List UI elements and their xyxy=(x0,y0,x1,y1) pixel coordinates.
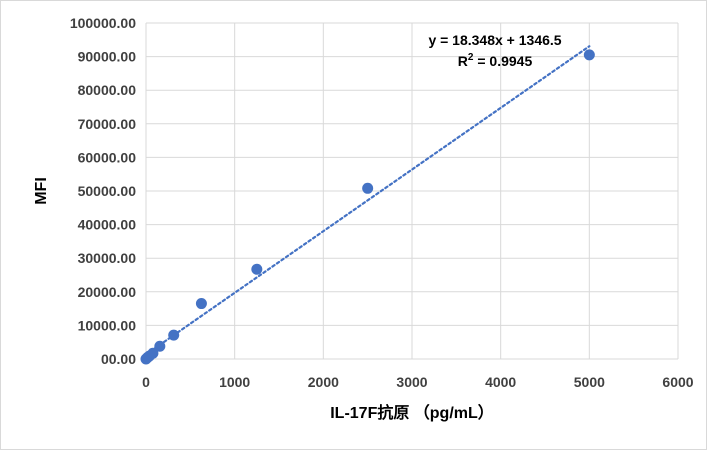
y-tick-label: 80000.00 xyxy=(78,82,137,98)
y-tick-label: 30000.00 xyxy=(78,250,137,266)
x-tick-label: 0 xyxy=(142,374,150,390)
data-point xyxy=(168,329,180,341)
x-tick-label: 4000 xyxy=(485,374,516,390)
y-tick-label: 00.00 xyxy=(101,351,136,367)
x-tick-label: 6000 xyxy=(662,374,693,390)
data-point xyxy=(154,340,166,352)
x-tick-label: 5000 xyxy=(574,374,605,390)
y-tick-label: 20000.00 xyxy=(78,284,137,300)
data-point xyxy=(362,182,374,194)
trendline xyxy=(144,45,591,356)
r-squared-label: R2 = 0.9945 xyxy=(458,52,533,69)
y-tick-label: 60000.00 xyxy=(78,149,137,165)
r-squared-value: = 0.9945 xyxy=(473,53,532,69)
data-points xyxy=(140,49,595,365)
x-tick-label: 1000 xyxy=(219,374,250,390)
y-tick-label: 50000.00 xyxy=(78,183,137,199)
y-tick-label: 70000.00 xyxy=(78,116,137,132)
y-tick-label: 40000.00 xyxy=(78,217,137,233)
data-point xyxy=(251,263,263,275)
x-tick-labels: 0 1000 2000 3000 4000 5000 6000 xyxy=(142,374,694,390)
trendline-equation: y = 18.348x + 1346.5 xyxy=(428,32,561,48)
y-axis-title: MFI xyxy=(33,177,50,205)
r-squared-superscript: 2 xyxy=(468,52,474,63)
r-squared-symbol: R xyxy=(458,53,468,69)
y-tick-label: 100000.00 xyxy=(70,15,136,31)
data-point xyxy=(583,49,595,61)
x-tick-label: 2000 xyxy=(308,374,339,390)
x-tick-label: 3000 xyxy=(396,374,427,390)
x-axis-title: IL-17F抗原 （pg/mL） xyxy=(330,403,494,422)
y-tick-labels: 00.00 10000.00 20000.00 30000.00 40000.00 500… xyxy=(70,15,136,367)
y-tick-label: 90000.00 xyxy=(78,49,137,65)
data-point xyxy=(195,298,207,310)
gridlines xyxy=(145,22,679,360)
y-tick-label: 10000.00 xyxy=(78,317,137,333)
data-point xyxy=(147,347,159,359)
